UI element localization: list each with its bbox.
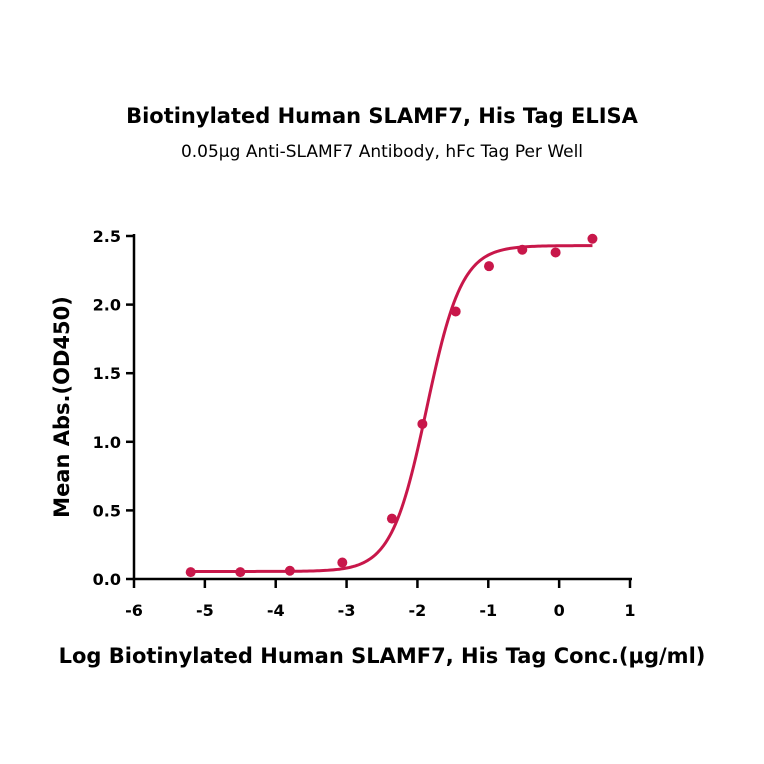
y-axis-label: Mean Abs.(OD450): [50, 296, 74, 518]
data-point: [284, 565, 295, 576]
data-point: [337, 557, 348, 568]
data-point: [185, 567, 196, 578]
y-tick-label: 2.0: [93, 296, 121, 315]
x-axis-ticks: -6 -5 -4 -3 -2 -1 0 1: [125, 579, 636, 620]
data-point: [550, 247, 561, 258]
data-points: [185, 233, 598, 578]
data-point: [417, 418, 428, 429]
data-point: [235, 567, 246, 578]
data-point: [450, 306, 461, 317]
y-tick-label: 1.0: [93, 433, 121, 452]
chart-subtitle: 0.05μg Anti-SLAMF7 Antibody, hFc Tag Per…: [181, 142, 583, 162]
x-tick-label: -4: [267, 601, 285, 620]
x-tick-label: -5: [196, 601, 214, 620]
x-axis-label: Log Biotinylated Human SLAMF7, His Tag C…: [59, 644, 706, 668]
chart-title: Biotinylated Human SLAMF7, His Tag ELISA: [126, 104, 639, 128]
data-point: [587, 233, 598, 244]
data-point: [517, 244, 528, 255]
y-tick-label: 2.5: [93, 227, 121, 246]
y-tick-label: 0.0: [93, 570, 121, 589]
data-point: [483, 261, 494, 272]
x-tick-label: 0: [554, 601, 565, 620]
y-axis-ticks: 0.0 0.5 1.0 1.5 2.0 2.5: [93, 227, 134, 589]
x-tick-label: -2: [409, 601, 427, 620]
plot-area: 0.0 0.5 1.0 1.5 2.0 2.5 -6 -5 -4 -3 -2 -1 0 1: [93, 227, 636, 620]
x-tick-label: 1: [624, 601, 635, 620]
x-tick-label: -1: [479, 601, 497, 620]
data-point: [386, 513, 397, 524]
y-tick-label: 0.5: [93, 501, 121, 520]
x-tick-label: -6: [125, 601, 143, 620]
x-tick-label: -3: [338, 601, 356, 620]
y-tick-label: 1.5: [93, 364, 121, 383]
